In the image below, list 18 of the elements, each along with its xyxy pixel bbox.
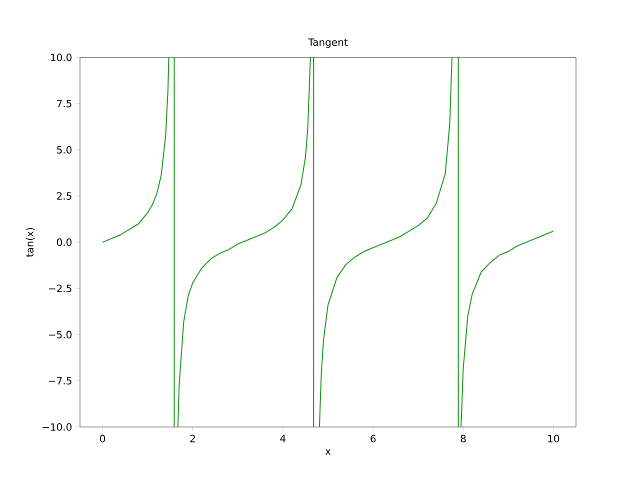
y-tick-label: −2.5 <box>48 284 72 292</box>
y-tick-label: −10.0 <box>42 423 72 431</box>
y-axis-title: tan(x) <box>26 228 35 257</box>
y-tick-label: 2.5 <box>57 192 72 200</box>
chart-title: Tangent <box>308 38 348 48</box>
y-tick-label: 10.0 <box>51 54 72 62</box>
x-tick-label: 2 <box>190 434 195 442</box>
x-tick-label: 4 <box>280 434 286 442</box>
x-tick-label: 6 <box>370 434 376 442</box>
y-tick-label: −7.5 <box>48 377 72 385</box>
y-tick-label: 0.0 <box>56 238 72 246</box>
x-axis-title: x <box>325 449 331 455</box>
y-tick-label: 7.5 <box>57 100 72 108</box>
x-tick-label: 8 <box>460 434 466 442</box>
y-tick-label: −5.0 <box>48 330 72 338</box>
x-tick-label: 10 <box>548 434 560 442</box>
x-tick-label: 0 <box>100 434 106 442</box>
y-tick-label: 5.0 <box>57 146 72 154</box>
